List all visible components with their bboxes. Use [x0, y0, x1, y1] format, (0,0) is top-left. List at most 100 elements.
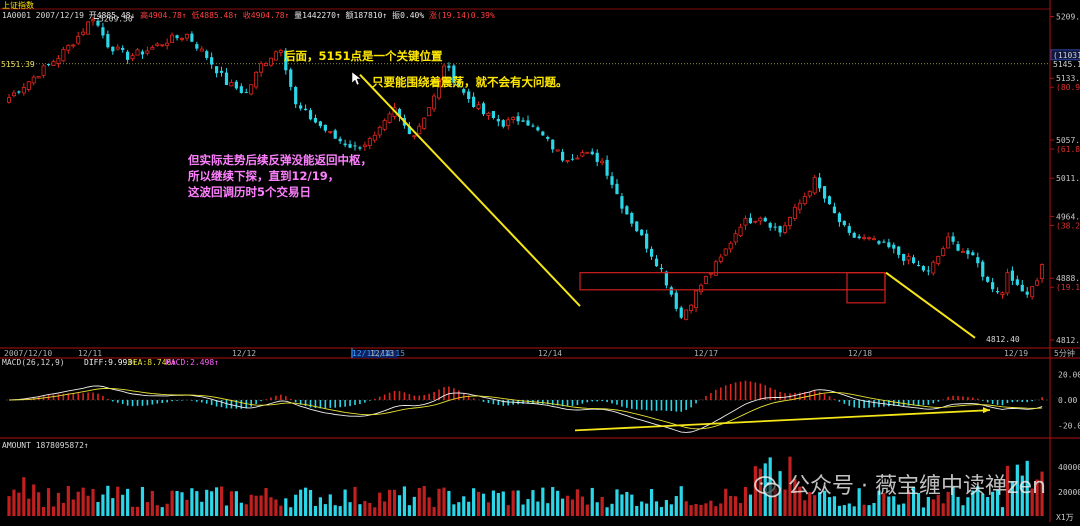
candle-body [491, 111, 495, 119]
amount-bar [195, 491, 199, 516]
amount-bar [170, 490, 174, 516]
candle-body [313, 117, 318, 123]
high-point-label: 5209.50 [99, 14, 133, 23]
candle-body [289, 69, 293, 87]
amount-bar [66, 486, 70, 516]
amount-bar [689, 505, 693, 516]
amount-bar [887, 496, 891, 516]
amount-bar [437, 488, 441, 516]
candle-body [906, 256, 911, 261]
amount-bar [659, 507, 664, 516]
amount-unit-label: X1万 [1056, 513, 1074, 522]
candle-body [210, 57, 214, 65]
amount-bar [837, 505, 841, 516]
time-axis-label: 12/13 [370, 349, 394, 358]
candle-body [348, 144, 352, 148]
candle-body [323, 124, 327, 131]
amount-bar [481, 493, 486, 516]
macd-divergence-arrow [983, 407, 990, 414]
amount-bar [684, 501, 688, 516]
candle-body [882, 241, 886, 243]
candle-body [847, 226, 851, 233]
candle-body [205, 51, 209, 59]
amount-tick-label: 400000 [1058, 463, 1080, 472]
amount-bar [289, 507, 293, 516]
amount-bar [931, 499, 935, 516]
candle-body [748, 217, 753, 224]
candle-body [17, 91, 21, 93]
candle-body [367, 138, 372, 146]
candle-body [26, 81, 31, 90]
candle-body [926, 270, 930, 272]
amount-bar [121, 494, 125, 516]
candle-body [284, 50, 288, 71]
amount-bar [56, 492, 61, 516]
time-axis-label: 12/12,14:15 [352, 349, 405, 358]
candle-body [521, 120, 525, 122]
candle-body [792, 206, 797, 219]
amplitude-value: 振0.40% [392, 11, 425, 20]
amount-bar [946, 491, 950, 516]
candle-body [991, 282, 995, 290]
amount-bar [674, 496, 678, 516]
candle-body [91, 19, 96, 22]
candle-body [61, 49, 66, 62]
amount-bar [729, 495, 733, 516]
amount-bar [81, 487, 85, 516]
candle-body [941, 248, 946, 257]
candle-body [551, 139, 555, 150]
candle-body [837, 213, 841, 223]
price-tick-label: (80.9%) [1056, 83, 1080, 92]
candle-body [234, 81, 238, 89]
amount-bar [892, 496, 896, 516]
amount-bar [551, 487, 555, 516]
amount-bar [966, 497, 970, 516]
candle-body [610, 176, 614, 185]
candle-body [21, 87, 26, 94]
mouse-cursor-icon [351, 71, 362, 86]
candle-body [126, 51, 130, 60]
time-axis-label: 12/18 [848, 349, 872, 358]
candle-body [427, 107, 432, 117]
candle-body [763, 217, 767, 222]
amount-bar [303, 487, 308, 516]
amount-bar [600, 496, 604, 516]
amount-bar [432, 507, 436, 516]
candle-body [1010, 270, 1014, 281]
price-tick-label: 4812.4 [1056, 336, 1080, 345]
amount-bar [724, 488, 728, 516]
amount-bar [654, 501, 659, 516]
amount-bar [907, 490, 911, 516]
amount-bar [91, 489, 95, 516]
candle-body [31, 76, 36, 84]
price-tick-label: 5133.7 [1056, 74, 1080, 83]
amount-bar [86, 495, 90, 516]
candle-body [1035, 280, 1040, 286]
amount-bar [476, 491, 481, 516]
amount-bar [640, 501, 644, 516]
candle-body [699, 284, 704, 293]
candle-body [516, 116, 520, 122]
candle-body [452, 65, 456, 83]
candle-body [733, 233, 738, 243]
annotation-line-2: 所以继续下探，直到12/19， [188, 169, 340, 183]
candle-body [877, 241, 881, 244]
annotation-key-level: 后面，5151点是一个关键位置 [284, 49, 443, 63]
amount-bar [353, 486, 357, 516]
candle-body [1015, 279, 1019, 285]
amount-bar [244, 504, 248, 516]
amount-bar [561, 498, 565, 516]
amount-bar [76, 491, 80, 516]
amount-bar [1015, 464, 1019, 516]
amount-bar [803, 500, 807, 516]
candle-body [931, 261, 936, 274]
amount-bar [971, 490, 975, 516]
candle-body [946, 236, 951, 249]
amount-bar [516, 490, 520, 516]
candle-body [249, 84, 254, 95]
pivot-zone-box-right [846, 272, 886, 304]
bar-date: 2007/12/19 [35, 11, 84, 20]
candle-body [472, 96, 476, 107]
candle-body [96, 20, 100, 26]
